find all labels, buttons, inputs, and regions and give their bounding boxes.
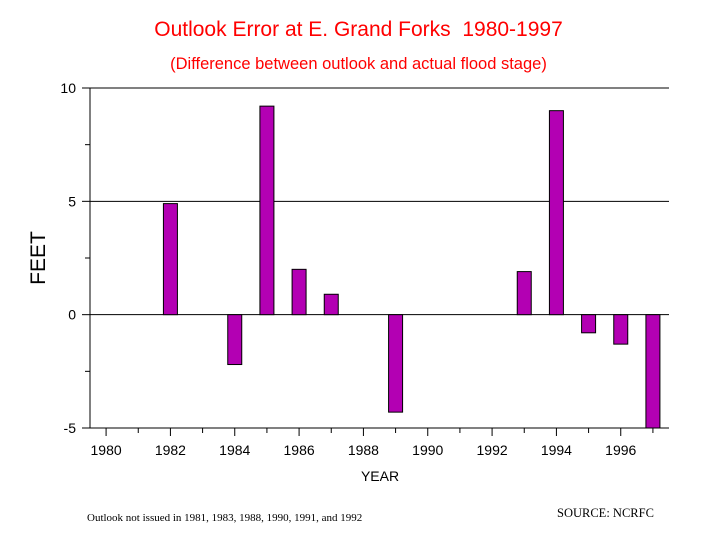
bar-1985 — [259, 105, 275, 316]
x-tick-label-1988: 1988 — [348, 442, 379, 458]
bar-1994 — [548, 110, 564, 316]
y-tick-label-0: 0 — [68, 307, 76, 323]
y-tick-label-5: 5 — [68, 193, 76, 209]
bar-1984 — [227, 314, 243, 366]
bar-1986 — [291, 268, 307, 316]
y-axis-label: FEET — [27, 231, 50, 285]
x-tick-label-1992: 1992 — [477, 442, 508, 458]
x-tick-label-1984: 1984 — [219, 442, 250, 458]
x-tick-label-1980: 1980 — [91, 442, 122, 458]
x-axis-label: YEAR — [361, 468, 399, 484]
x-tick-label-1996: 1996 — [605, 442, 636, 458]
x-tick-label-1982: 1982 — [155, 442, 186, 458]
bar-1993 — [516, 271, 532, 316]
bar-1987 — [323, 293, 339, 316]
y-tick-label-10: 10 — [60, 80, 76, 96]
bar-1982 — [162, 203, 178, 316]
bar-1997 — [645, 314, 661, 429]
chart-title: Outlook Error at E. Grand Forks 1980-199… — [154, 18, 563, 41]
bars — [162, 105, 661, 429]
bar-1995 — [581, 314, 597, 334]
y-tick-label--5: -5 — [64, 420, 77, 436]
footnote: Outlook not issued in 1981, 1983, 1988, … — [87, 512, 363, 524]
x-tick-label-1990: 1990 — [412, 442, 443, 458]
x-tick-label-1986: 1986 — [284, 442, 315, 458]
x-tick-label-1994: 1994 — [541, 442, 572, 458]
chart-subtitle: (Difference between outlook and actual f… — [170, 55, 547, 73]
bar-1996 — [613, 314, 629, 345]
bar-1989 — [388, 314, 404, 413]
axes: -5 0 5 10 1980 1982 1984 1986 1988 1990 1992 1994 19… — [60, 80, 669, 458]
source-note: SOURCE: NCRFC — [557, 506, 654, 520]
